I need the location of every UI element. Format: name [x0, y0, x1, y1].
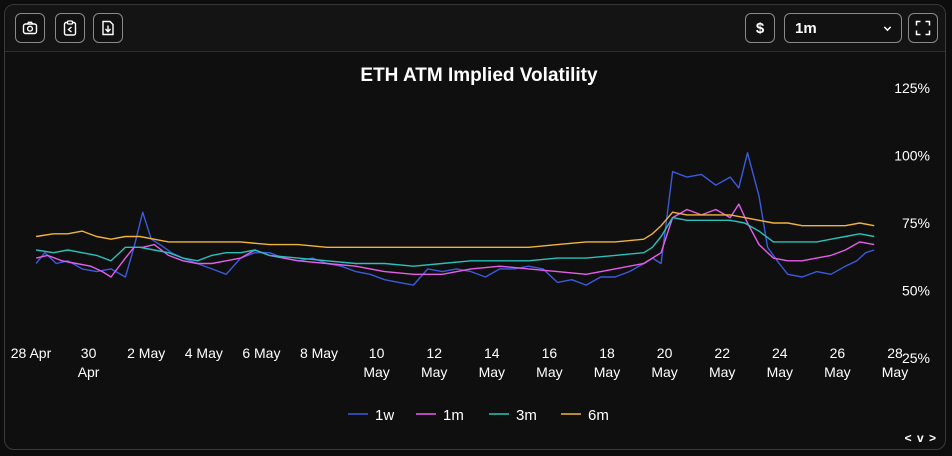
chart-toolbar: $ 1m	[5, 5, 945, 52]
legend-item-1m[interactable]: 1m	[416, 407, 464, 424]
x-tick-label: 4 May	[185, 345, 223, 361]
x-tick-label: 10 May	[363, 345, 389, 380]
x-tick-label: 2 May	[127, 345, 165, 361]
x-tick-label: 20 May	[651, 345, 677, 380]
x-tick-label: 28 Apr	[11, 345, 52, 361]
legend-label: 6m	[588, 407, 609, 424]
legend-label: 1w	[375, 407, 394, 424]
legend-item-6m[interactable]: 6m	[561, 407, 609, 424]
camera-icon	[22, 21, 38, 35]
fullscreen-icon	[915, 20, 931, 36]
y-tick-label: 50%	[902, 283, 930, 299]
y-tick-label: 25%	[902, 350, 930, 366]
legend-item-3m[interactable]: 3m	[489, 407, 537, 424]
legend-label: 3m	[516, 407, 537, 424]
x-tick-label: 12 May	[421, 345, 447, 380]
currency-label: $	[755, 19, 765, 37]
y-tick-label: 100%	[894, 148, 930, 164]
x-tick-label: 6 May	[242, 345, 280, 361]
series-line-3m[interactable]	[35, 216, 875, 267]
x-tick-label: 24 May	[767, 345, 793, 380]
y-tick-label: 75%	[902, 215, 930, 231]
legend-label: 1m	[443, 407, 464, 424]
x-tick-label: 30 Apr	[78, 345, 100, 380]
x-tick-label: 8 May	[300, 345, 338, 361]
legend-item-1w[interactable]: 1w	[348, 407, 394, 424]
chart-title: ETH ATM Implied Volatility	[360, 65, 598, 86]
x-tick-label: 22 May	[709, 345, 735, 380]
y-tick-label: 125%	[894, 80, 930, 96]
chart-area: ETH ATM Implied Volatility 25% 50% 75% 100%…	[11, 65, 930, 424]
download-button[interactable]	[93, 13, 123, 43]
x-tick-label: 26 May	[824, 345, 850, 380]
nav-prev-button[interactable]: <	[904, 431, 913, 445]
x-tick-label: 14 May	[479, 345, 505, 380]
x-tick-label: 18 May	[594, 345, 620, 380]
x-tick-label: 16 May	[536, 345, 562, 380]
nav-next-button[interactable]: >	[928, 431, 937, 445]
chart-navigation: < v >	[905, 431, 937, 445]
fullscreen-button[interactable]	[908, 13, 938, 43]
screenshot-button[interactable]	[15, 13, 45, 43]
timeframe-select[interactable]: 1m	[784, 13, 902, 43]
copy-to-clipboard-button[interactable]	[55, 13, 85, 43]
currency-button[interactable]: $	[745, 13, 775, 43]
timeframe-value: 1m	[795, 19, 817, 37]
download-icon	[102, 20, 114, 36]
clipboard-icon	[63, 20, 77, 36]
chevron-down-icon	[883, 25, 892, 31]
nav-separator: v	[916, 431, 925, 445]
x-tick-label: 28 May	[882, 345, 908, 380]
series-line-6m[interactable]	[35, 211, 875, 249]
chart-widget: $ 1m ETH ATM Implied Volatility 25% 50% 75…	[4, 4, 946, 450]
